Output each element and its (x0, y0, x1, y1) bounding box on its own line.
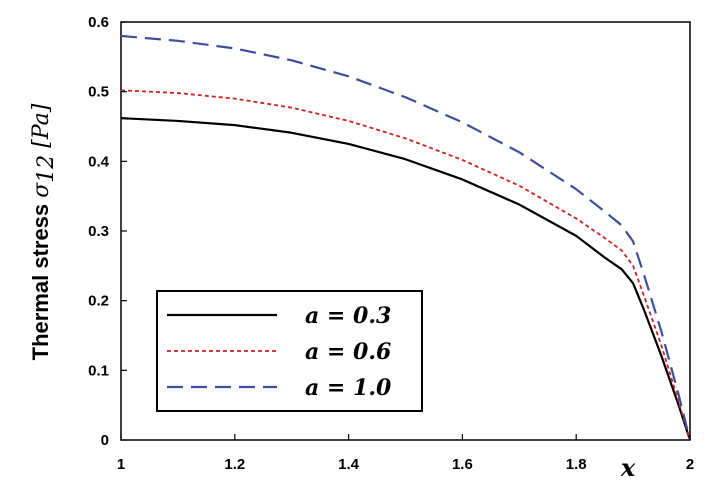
legend-box (156, 290, 423, 412)
y-tick-label: 0.1 (88, 362, 109, 379)
y-axis-title-subscript: 12 (34, 155, 59, 183)
y-axis-title-symbol: σ (29, 182, 54, 198)
y-axis-title: Thermal stress σ12 [Pa] (28, 103, 59, 360)
x-axis-title: x (620, 453, 636, 482)
legend-entry-label: a = 0.6 (305, 339, 391, 365)
y-tick-label: 0.6 (88, 14, 109, 31)
y-tick-label: 0.5 (88, 84, 109, 101)
series-line-1 (120, 89, 691, 441)
axes-layer: 0 0.1 0.2 0.3 0.4 0.5 0.6 1 1.2 1.4 1.6 1.8 2 x Therma… (28, 14, 694, 482)
x-tick-label: 2 (686, 456, 694, 473)
x-tick-label: 1.4 (338, 456, 360, 473)
legend-entry-label: a = 1.0 (305, 375, 392, 401)
y-tick-label: 0 (101, 432, 109, 449)
series-layer (120, 34, 692, 441)
y-tick-label: 0.3 (88, 223, 109, 240)
legend: a = 0.3 a = 0.6 a = 1.0 (156, 290, 423, 412)
x-tick-label: 1 (117, 456, 125, 473)
series-line-0 (120, 117, 692, 441)
legend-entry-label: a = 0.3 (305, 303, 391, 329)
series-line-2 (120, 34, 692, 441)
x-tick-label: 1.2 (224, 456, 245, 473)
x-tick-label: 1.6 (452, 456, 473, 473)
y-tick-label: 0.2 (88, 293, 109, 310)
y-tick-label: 0.4 (88, 153, 110, 170)
x-tick-label: 1.8 (566, 456, 587, 473)
y-axis-title-prefix: Thermal stress (28, 198, 53, 361)
y-axis-title-unit: [Pa] (29, 103, 54, 155)
